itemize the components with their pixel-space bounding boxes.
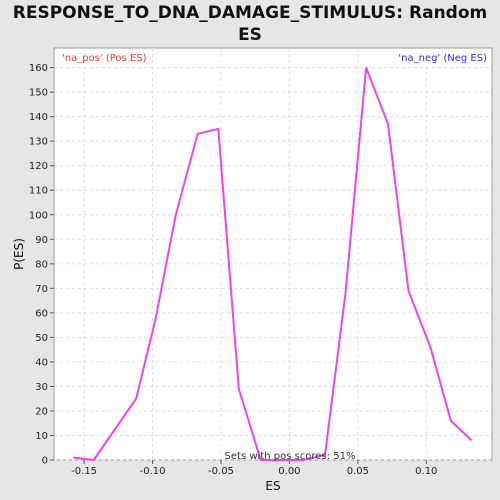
pos-scores-annotation: Sets with pos scores: 51%	[225, 451, 356, 462]
y-tick-label: 50	[35, 333, 48, 344]
legend-neg-label: 'na_neg' (Neg ES)	[398, 53, 487, 64]
y-tick-label: 140	[29, 112, 48, 123]
grid-lines	[54, 48, 492, 461]
x-tick-label: -0.05	[208, 466, 234, 477]
y-tick-label: 160	[29, 63, 48, 74]
y-tick-label: 100	[29, 210, 48, 221]
y-tick-label: 40	[35, 357, 48, 368]
y-axis-label: P(ES)	[12, 238, 26, 270]
y-tick-label: 10	[35, 431, 48, 442]
y-tick-label: 120	[29, 161, 48, 172]
chart-title-line1: RESPONSE_TO_DNA_DAMAGE_STIMULUS: Random …	[12, 3, 488, 45]
y-tick-label: 130	[29, 137, 48, 148]
y-tick-label: 80	[35, 259, 48, 270]
y-tick-label: 150	[29, 88, 48, 99]
y-tick-label: 90	[35, 235, 48, 246]
y-tick-label: 30	[35, 382, 48, 393]
x-tick-label: -0.10	[140, 466, 166, 477]
x-tick-label: 0.00	[278, 466, 300, 477]
y-tick-label: 110	[29, 186, 48, 197]
legend-pos-label: 'na_pos' (Pos ES)	[62, 53, 147, 64]
y-tick-label: 20	[35, 406, 48, 417]
x-tick-label: 0.05	[347, 466, 369, 477]
x-tick-label: 0.10	[415, 466, 437, 477]
y-axis-ticks: 0 10 20 30 40 50 60 70 80 90 100 110 120 130 140 150 160	[29, 63, 54, 467]
es-series-line	[73, 67, 473, 462]
x-tick-label: -0.15	[71, 466, 97, 477]
x-axis-label: ES	[265, 479, 280, 493]
x-axis-ticks: -0.15 -0.10 -0.05 0.00 0.05 0.10	[71, 460, 437, 477]
y-tick-label: 70	[35, 284, 48, 295]
y-tick-label: 0	[42, 456, 48, 467]
y-tick-label: 60	[35, 308, 48, 319]
